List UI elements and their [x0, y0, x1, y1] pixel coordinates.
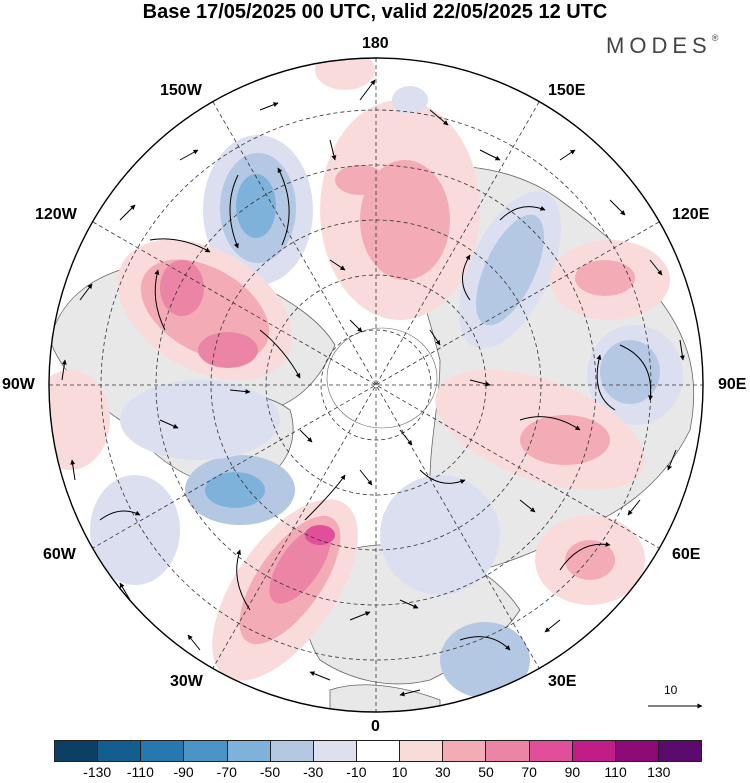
anomaly-neg-mediterranean [440, 622, 530, 698]
colorbar-swatch [572, 741, 616, 761]
anomaly-neg-greenland [120, 380, 280, 460]
colorbar-tick-label: -50 [259, 764, 281, 780]
colorbar-swatch [658, 741, 702, 761]
colorbar-tick-label: 110 [604, 764, 627, 780]
colorbar-tick-label: -130 [83, 764, 112, 780]
vector-scale-label: 10 [664, 683, 678, 697]
colorbar-tick-label: -70 [216, 764, 237, 780]
colorbar-swatch [400, 741, 444, 761]
lon-label-60e: 60E [672, 546, 701, 563]
lon-label-90w: 90W [2, 376, 35, 393]
lon-label-30w: 30W [170, 673, 203, 690]
meridians [49, 58, 703, 712]
colorbar-tick-label: 30 [435, 764, 451, 780]
colorbar-ticks: -130 -110 -90 -70 -50 -30 -10 10 30 50 70 90 110 130 [54, 764, 702, 782]
anomaly-neg-west [90, 475, 180, 585]
colorbar-swatch [184, 741, 228, 761]
colorbar-tick-label: 50 [478, 764, 494, 780]
lon-label-90e: 90E [718, 376, 747, 393]
map-boundary [48, 57, 704, 713]
colorbar-tick-label: -110 [126, 764, 154, 780]
colorbar-tick-label: 130 [647, 764, 671, 780]
colorbar-tick-label: 90 [564, 764, 581, 780]
colorbar-tick-label: 70 [521, 764, 537, 780]
colorbar-swatch [443, 741, 487, 761]
colorbar-swatch [141, 741, 185, 761]
colorbar [54, 740, 702, 762]
colorbar-tick-label: 10 [391, 764, 408, 780]
colorbar-swatch [313, 741, 357, 761]
lon-label-120e: 120E [672, 206, 710, 223]
lon-label-120w: 120W [35, 206, 77, 223]
lon-label-150w: 150W [160, 82, 202, 99]
colorbar-swatch [615, 741, 659, 761]
lon-label-30e: 30E [548, 673, 577, 690]
lon-label-180: 180 [362, 35, 389, 52]
modes-logo: MODES® [606, 33, 719, 58]
colorbar-swatch [55, 741, 99, 761]
map-disc [49, 58, 703, 712]
anomaly-neg-top [392, 86, 428, 114]
colorbar-swatch [270, 741, 314, 761]
colorbar-swatch [529, 741, 573, 761]
colorbar-swatch [356, 741, 401, 761]
colorbar-swatch [227, 741, 271, 761]
colorbar-tick-label: -30 [303, 764, 324, 780]
wind-vectors [61, 79, 685, 697]
lon-label-60w: 60W [43, 546, 76, 563]
anomaly-fields [49, 58, 683, 698]
colorbar-swatch [98, 741, 142, 761]
anomaly-neg-europe [380, 475, 500, 595]
colorbar-tick-label: -90 [173, 764, 194, 780]
polar-cap [326, 327, 438, 429]
map-title: Base 17/05/2025 00 UTC, valid 22/05/2025… [142, 1, 608, 23]
lon-label-0: 0 [371, 718, 380, 735]
colorbar-tick-label: -10 [346, 764, 367, 780]
lon-label-150e: 150E [548, 82, 586, 99]
colorbar-swatch [486, 741, 530, 761]
